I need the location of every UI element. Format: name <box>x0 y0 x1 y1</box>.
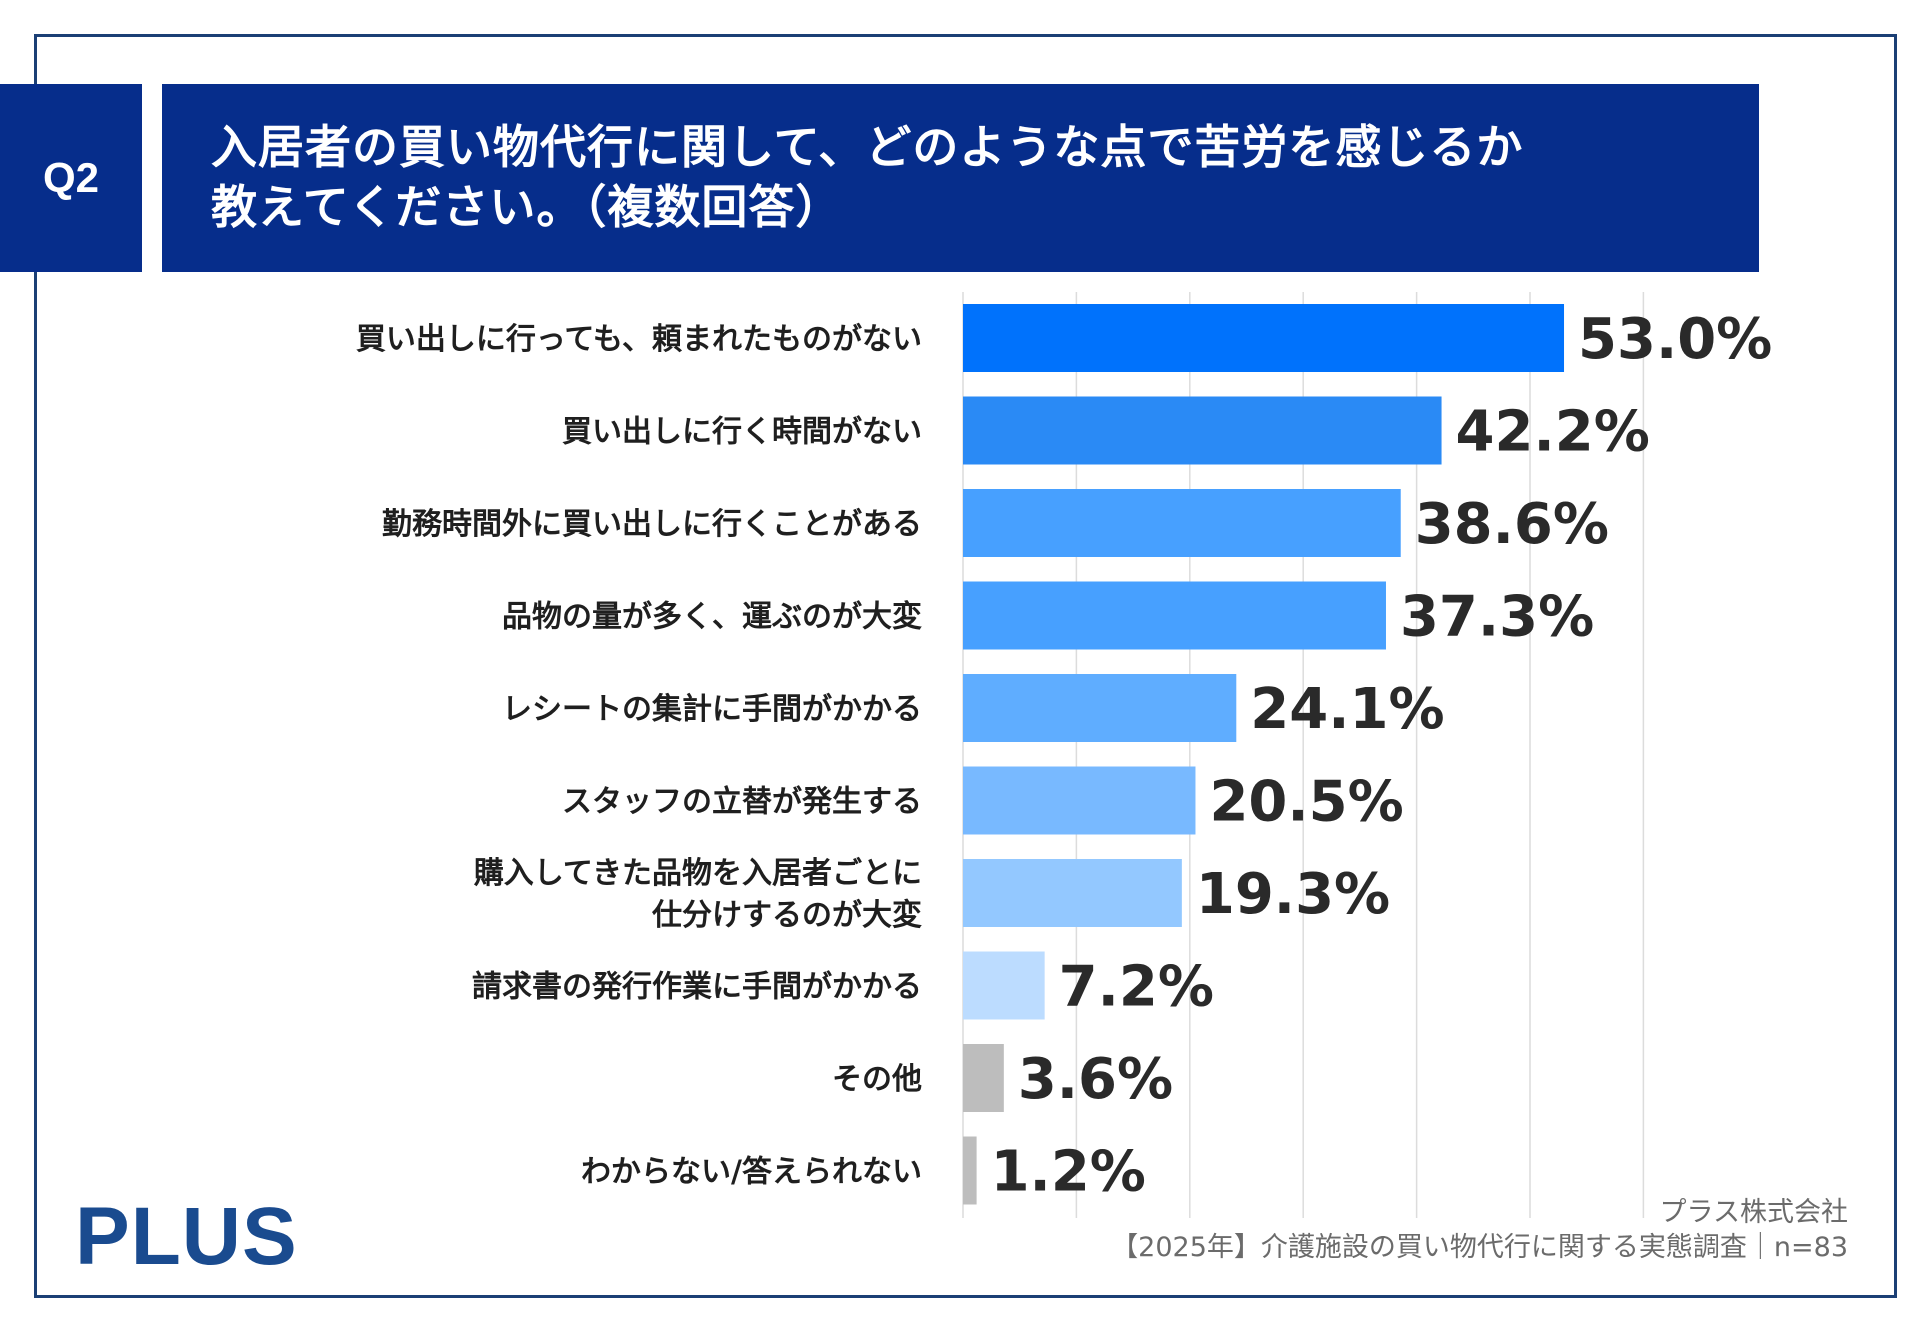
bar <box>963 396 1442 465</box>
bar <box>963 1044 1004 1112</box>
value-label: 19.3% <box>1196 862 1390 927</box>
category-label: 買い出しに行く時間がない <box>562 415 922 450</box>
category-label: その他 <box>832 1062 922 1097</box>
question-title-line-2: 教えてください。（複数回答） <box>211 180 843 234</box>
bar <box>963 766 1196 835</box>
category-label: 仕分けするのが大変 <box>651 898 922 933</box>
bar <box>963 1136 977 1205</box>
question-title: 入居者の買い物代行に関して、どのような点で苦労を感じるか 教えてください。（複数… <box>162 84 1759 272</box>
category-label: スタッフの立替が発生する <box>562 785 922 820</box>
value-label: 38.6% <box>1415 492 1609 557</box>
question-title-line-1: 入居者の買い物代行に関して、どのような点で苦労を感じるか <box>211 120 1524 174</box>
survey-credit: 【2025年】介護施設の買い物代行に関する実態調査｜n=83 <box>1111 1232 1848 1263</box>
category-label: わからない/答えられない <box>581 1155 922 1190</box>
bar <box>963 304 1565 372</box>
company-credit: プラス株式会社 <box>1659 1197 1848 1228</box>
value-label: 7.2% <box>1059 955 1214 1020</box>
value-label: 42.2% <box>1456 400 1650 465</box>
value-label: 3.6% <box>1018 1047 1173 1112</box>
bar <box>963 859 1182 927</box>
category-label: 請求書の発行作業に手間がかかる <box>472 970 922 1005</box>
value-label: 1.2% <box>991 1140 1146 1205</box>
bar <box>963 489 1401 557</box>
category-label: 品物の量が多く、運ぶのが大変 <box>502 600 922 635</box>
category-label: レシートの集計に手間がかかる <box>502 692 922 727</box>
value-label: 37.3% <box>1400 585 1594 650</box>
bar <box>963 951 1045 1020</box>
plus-logo: PLUS <box>75 1191 298 1282</box>
category-label: 買い出しに行っても、頼まれたものがない <box>356 322 922 357</box>
bar <box>963 581 1386 650</box>
value-label: 24.1% <box>1250 677 1444 742</box>
chart-frame <box>34 34 1897 1298</box>
value-label: 53.0% <box>1578 307 1772 372</box>
value-label: 20.5% <box>1209 770 1403 835</box>
category-label: 勤務時間外に買い出しに行くことがある <box>382 507 922 542</box>
bar <box>963 674 1237 742</box>
question-badge: Q2 <box>0 84 142 272</box>
category-label: 購入してきた品物を入居者ごとに <box>474 856 922 891</box>
